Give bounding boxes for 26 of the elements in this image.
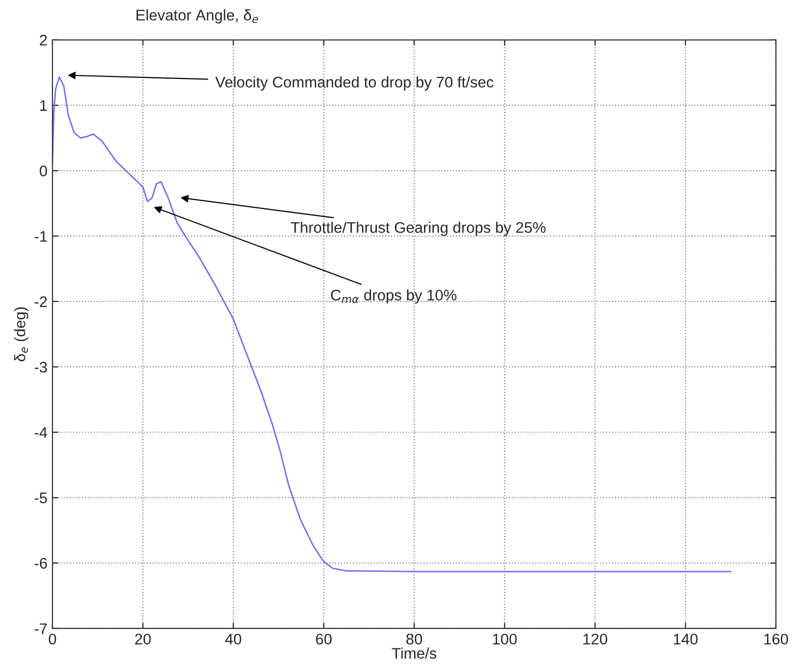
y-tick-label: -7 — [34, 623, 47, 634]
chart-title: Elevator Angle, δ$_{e}$ — [136, 9, 258, 24]
annotation: C$_{mα}$ drops by 10% — [331, 289, 456, 304]
annotation: Velocity Commanded to drop by 70 ft/sec — [215, 76, 494, 91]
y-tick-label: 2 — [40, 34, 47, 46]
y-axis-title: δ$_{e}$ (deg) — [14, 307, 28, 362]
x-tick-label: 20 — [135, 634, 151, 645]
x-tick-label: 40 — [225, 634, 242, 645]
line-series — [52, 76, 732, 572]
annotation: Throttle/Thrust Gearing drops by 25% — [290, 222, 546, 236]
y-tick-label: -5 — [34, 492, 47, 504]
x-tick-label: 100 — [493, 634, 517, 645]
y-tick-label: -3 — [34, 362, 47, 373]
x-tick-label: 140 — [674, 634, 698, 645]
x-tick-label: 120 — [583, 634, 608, 645]
x-tick-label: 0 — [48, 634, 56, 645]
y-tick-label: -1 — [34, 231, 47, 242]
y-tick-label: -6 — [34, 558, 47, 569]
x-axis-title: Time/s — [392, 648, 436, 659]
y-tick-label: 1 — [40, 100, 47, 111]
x-tick-label: 80 — [406, 634, 422, 645]
y-tick-label: -2 — [34, 296, 47, 307]
y-tick-label: 0 — [40, 166, 48, 176]
x-tick-label: 160 — [764, 634, 788, 645]
x-tick-label: 60 — [316, 634, 332, 645]
y-tick-label: -4 — [34, 427, 48, 438]
